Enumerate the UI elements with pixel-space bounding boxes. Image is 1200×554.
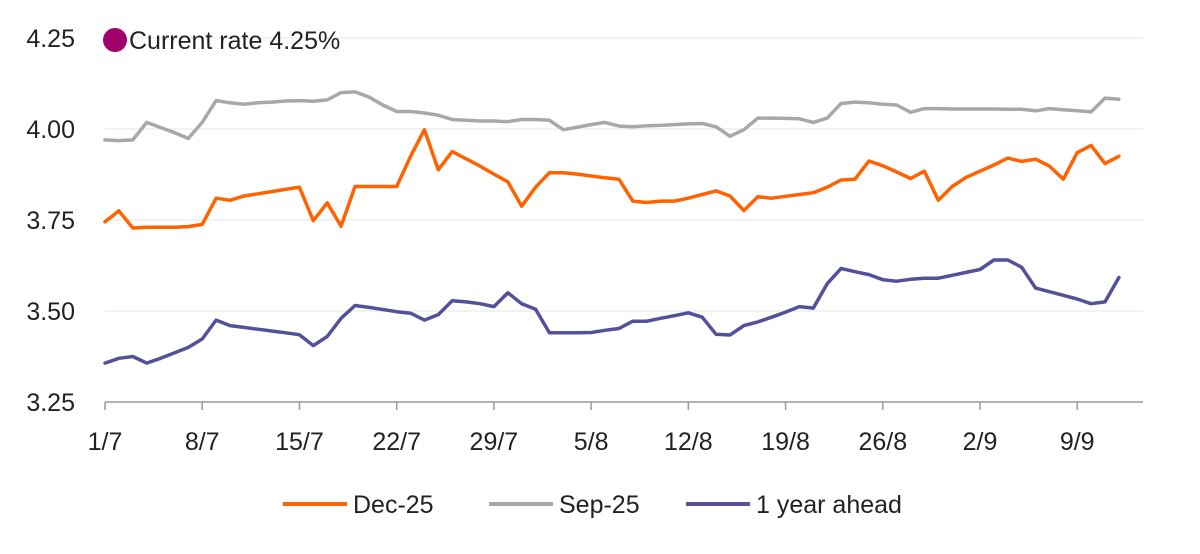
y-tick-label: 4.00 — [26, 116, 75, 144]
x-tick-label: 29/7 — [470, 428, 519, 456]
series-line-sep-25 — [103, 90, 1121, 143]
current-rate-label: Current rate 4.25% — [129, 27, 340, 55]
series-line-dec-25 — [103, 127, 1121, 230]
series-lines — [103, 90, 1121, 365]
legend-item: Sep-25 — [489, 491, 640, 519]
legend-label: Dec-25 — [353, 491, 434, 519]
x-tick-label: 9/9 — [1060, 428, 1095, 456]
x-tick-label: 15/7 — [275, 428, 324, 456]
y-tick-label: 3.25 — [26, 389, 75, 417]
x-tick-label: 8/7 — [185, 428, 220, 456]
x-tick-label: 5/8 — [574, 428, 609, 456]
legend-label: 1 year ahead — [756, 491, 902, 519]
x-tick-label: 22/7 — [372, 428, 421, 456]
legend-item: 1 year ahead — [686, 491, 902, 519]
x-tick-label: 1/7 — [88, 428, 123, 456]
y-tick-label: 4.25 — [26, 25, 75, 53]
legend-label: Sep-25 — [559, 491, 640, 519]
current-rate-annotation: Current rate 4.25% — [103, 27, 340, 55]
series-line-1-year-ahead — [103, 258, 1121, 365]
gridlines — [105, 37, 1143, 312]
current-rate-marker — [103, 28, 127, 52]
y-tick-label: 3.75 — [26, 207, 75, 235]
y-tick-label: 3.50 — [26, 298, 75, 326]
legend: Dec-25 Sep-25 1 year ahead — [283, 491, 902, 519]
x-tick-label: 26/8 — [858, 428, 907, 456]
legend-item: Dec-25 — [283, 491, 434, 519]
axes: 3.25 3.50 3.75 4.00 4.25 1/7 8/7 15/7 22/7 29/7 5/… — [26, 25, 1143, 456]
x-tick-label: 19/8 — [761, 428, 810, 456]
x-tick-label: 2/9 — [963, 428, 998, 456]
x-tick-label: 12/8 — [664, 428, 713, 456]
